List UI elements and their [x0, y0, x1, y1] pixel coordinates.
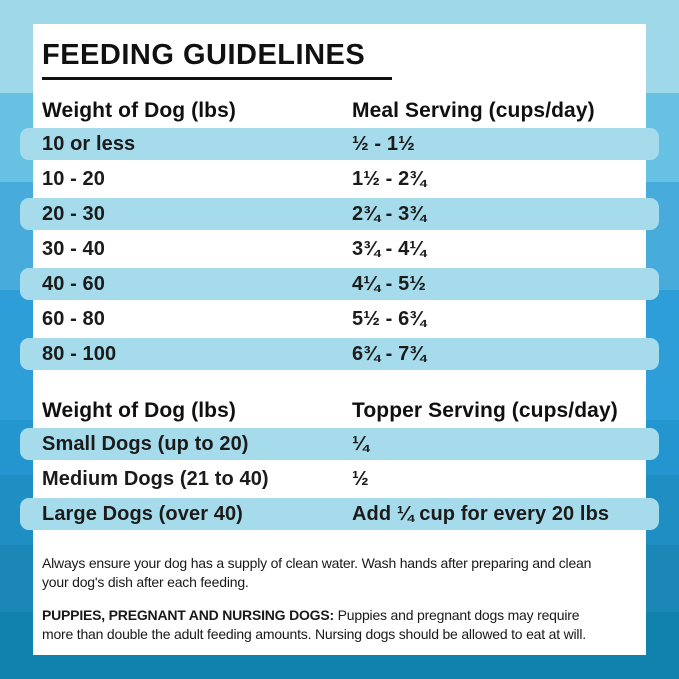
page-title: FEEDING GUIDELINES [42, 39, 366, 71]
serving-cell: ¼ [352, 432, 369, 455]
table-row: 60 - 80 5½ - 6¾ [20, 303, 659, 335]
table-row: Large Dogs (over 40) Add ¼ cup for every… [20, 498, 659, 530]
weight-cell: Small Dogs (up to 20) [42, 432, 249, 455]
meal-header-serving: Meal Serving (cups/day) [352, 98, 595, 122]
serving-cell: Add ¼ cup for every 20 lbs [352, 502, 610, 525]
serving-cell: 2¾ - 3¾ [352, 202, 427, 225]
weight-cell: 20 - 30 [42, 202, 105, 225]
table-row: Medium Dogs (21 to 40) ½ [20, 463, 659, 495]
topper-table-rows: Small Dogs (up to 20) ¼ Medium Dogs (21 … [20, 428, 659, 530]
weight-cell: 80 - 100 [42, 342, 117, 365]
topper-header-weight: Weight of Dog (lbs) [42, 398, 236, 422]
serving-cell: 1½ - 2¾ [352, 167, 427, 190]
title-underline [42, 77, 392, 80]
puppies-note: PUPPIES, PREGNANT AND NURSING DOGS: Pupp… [42, 606, 646, 644]
table-row: 40 - 60 4¼ - 5½ [20, 268, 659, 300]
weight-cell: 10 or less [42, 132, 136, 155]
serving-cell: ½ [352, 467, 369, 490]
table-row: 80 - 100 6¾ - 7¾ [20, 338, 659, 370]
feeding-guidelines-card: FEEDING GUIDELINES Weight of Dog (lbs) M… [20, 24, 659, 655]
topper-header-serving: Topper Serving (cups/day) [352, 398, 618, 422]
water-note: Always ensure your dog has a supply of c… [42, 555, 592, 590]
weight-cell: Large Dogs (over 40) [42, 502, 243, 525]
table-row: 10 - 20 1½ - 2¾ [20, 163, 659, 195]
weight-cell: 30 - 40 [42, 237, 105, 260]
table-row: Small Dogs (up to 20) ¼ [20, 428, 659, 460]
table-row: 10 or less ½ - 1½ [20, 128, 659, 160]
serving-cell: 6¾ - 7¾ [352, 342, 427, 365]
meal-header-weight: Weight of Dog (lbs) [42, 98, 236, 122]
serving-cell: ½ - 1½ [352, 132, 415, 155]
weight-cell: 40 - 60 [42, 272, 105, 295]
footer-notes: Always ensure your dog has a supply of c… [42, 554, 646, 644]
weight-cell: 60 - 80 [42, 307, 105, 330]
table-row: 20 - 30 2¾ - 3¾ [20, 198, 659, 230]
topper-table-header: Weight of Dog (lbs) Topper Serving (cups… [42, 396, 646, 425]
puppies-note-label: PUPPIES, PREGNANT AND NURSING DOGS: [42, 607, 334, 623]
puppies-note-text: Puppies and pregnant dogs may require mo… [42, 607, 586, 642]
serving-cell: 3¾ - 4¼ [352, 237, 427, 260]
serving-cell: 4¼ - 5½ [352, 272, 427, 295]
table-row: 30 - 40 3¾ - 4¼ [20, 233, 659, 265]
meal-table-header: Weight of Dog (lbs) Meal Serving (cups/d… [42, 96, 646, 125]
meal-table-rows: 10 or less ½ - 1½ 10 - 20 1½ - 2¾ 20 - 3… [20, 128, 659, 370]
weight-cell: Medium Dogs (21 to 40) [42, 467, 269, 490]
weight-cell: 10 - 20 [42, 167, 105, 190]
serving-cell: 5½ - 6¾ [352, 307, 427, 330]
